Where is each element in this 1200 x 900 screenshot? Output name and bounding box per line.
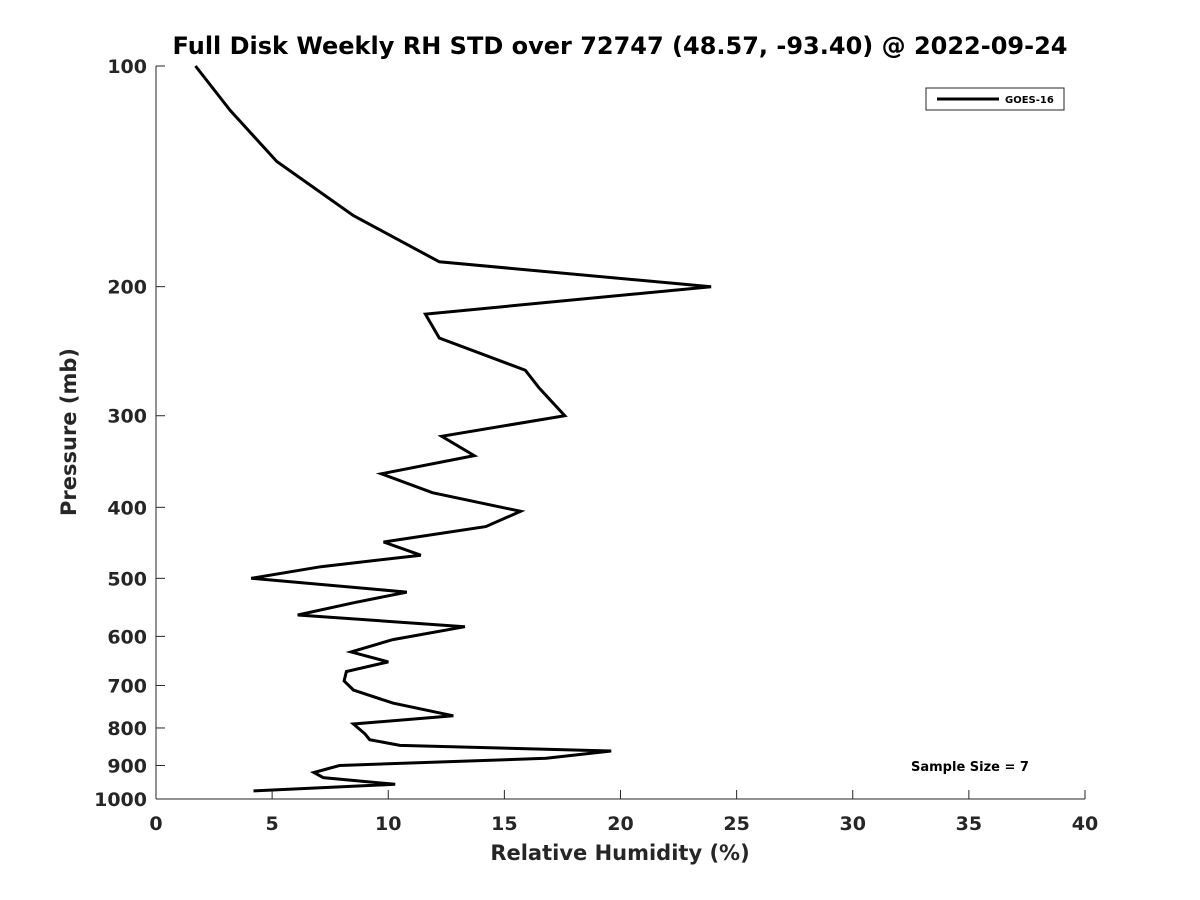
- y-tick-label: 100: [107, 56, 147, 78]
- y-tick-label: 700: [107, 675, 147, 697]
- x-ticks: 0 5 10 15 20 25 30 35 40: [149, 790, 1098, 835]
- y-tick-label: 500: [107, 568, 147, 590]
- legend: GOES-16: [925, 87, 1065, 111]
- x-tick-label: 40: [1072, 813, 1098, 835]
- y-ticks: 100 200 300 400 500 600 700 800 900 1000: [94, 56, 165, 811]
- y-tick-label: 300: [107, 406, 147, 428]
- chart-title: Full Disk Weekly RH STD over 72747 (48.5…: [173, 32, 1068, 60]
- y-axis-label: Pressure (mb): [57, 348, 81, 516]
- series-line-goes-16: [194, 65, 712, 793]
- x-tick-label: 10: [375, 813, 401, 835]
- y-tick-label: 400: [107, 497, 147, 519]
- x-tick-label: 0: [149, 813, 162, 835]
- x-axis-label: Relative Humidity (%): [490, 841, 749, 865]
- x-tick-label: 5: [266, 813, 279, 835]
- y-tick-label: 200: [107, 277, 147, 299]
- series-layer: [194, 65, 712, 793]
- legend-label-goes-16: GOES-16: [1005, 95, 1054, 106]
- x-tick-label: 25: [723, 813, 749, 835]
- y-tick-label: 1000: [94, 789, 147, 811]
- y-tick-label: 800: [107, 718, 147, 740]
- y-tick-label: 900: [107, 755, 147, 777]
- sample-size-annotation: Sample Size = 7: [911, 760, 1029, 775]
- x-tick-label: 30: [840, 813, 866, 835]
- x-tick-label: 20: [607, 813, 633, 835]
- y-tick-label: 600: [107, 626, 147, 648]
- x-tick-label: 35: [956, 813, 982, 835]
- plot-area: [156, 66, 1085, 799]
- x-tick-label: 15: [491, 813, 517, 835]
